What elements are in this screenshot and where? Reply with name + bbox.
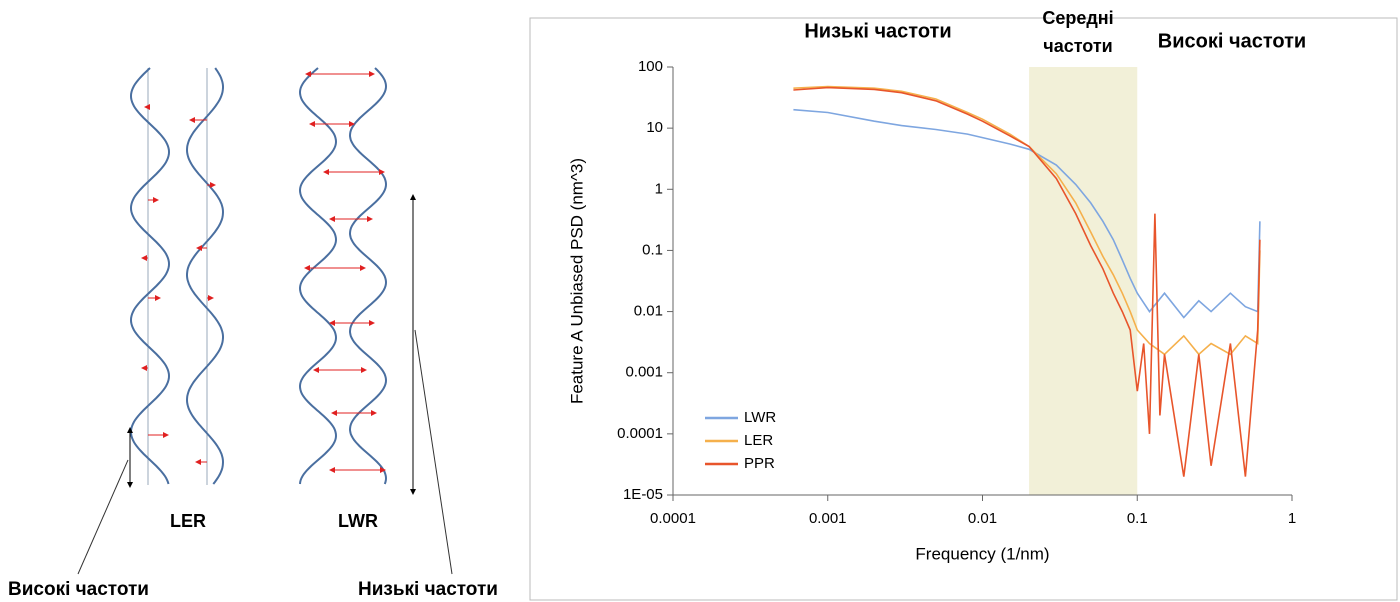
region-label: частоти (1043, 36, 1112, 56)
y-tick-label: 1E-05 (623, 486, 663, 503)
edge-wave (185, 67, 225, 485)
x-tick-label: 0.0001 (650, 510, 696, 527)
series-line (793, 86, 1261, 477)
series-line (793, 85, 1261, 356)
y-tick-label: 1 (655, 180, 663, 197)
ler-label: LER (170, 511, 206, 531)
x-tick-label: 0.01 (968, 510, 997, 527)
region-label: Високі частоти (1158, 30, 1306, 52)
y-axis-label: Feature A Unbiased PSD (nm^3) (567, 158, 586, 404)
region-label: Низькі частоти (804, 20, 951, 42)
pointer-line (414, 329, 453, 575)
pointer-line (77, 459, 129, 575)
series-line (793, 108, 1261, 319)
y-tick-label: 0.001 (625, 364, 663, 381)
x-tick-label: 1 (1288, 510, 1296, 527)
y-tick-label: 100 (638, 58, 663, 75)
legend-label: PPR (744, 455, 775, 472)
x-tick-label: 0.001 (809, 510, 847, 527)
y-tick-label: 0.1 (642, 241, 663, 258)
edge-wave (348, 67, 388, 485)
legend-label: LER (744, 432, 773, 449)
y-tick-label: 0.0001 (617, 425, 663, 442)
edge-wave (129, 67, 171, 485)
x-tick-label: 0.1 (1127, 510, 1148, 527)
y-tick-label: 10 (646, 119, 663, 136)
high-freq-label: Високі частоти (8, 579, 149, 600)
y-tick-label: 0.01 (634, 303, 663, 320)
legend-label: LWR (744, 409, 776, 426)
edge-wave (298, 67, 338, 485)
x-axis-label: Frequency (1/nm) (915, 544, 1049, 563)
region-label: Середні (1042, 8, 1113, 28)
shaded-band (1029, 67, 1138, 495)
low-freq-label: Низькі частоти (358, 579, 498, 600)
lwr-label: LWR (338, 511, 378, 531)
